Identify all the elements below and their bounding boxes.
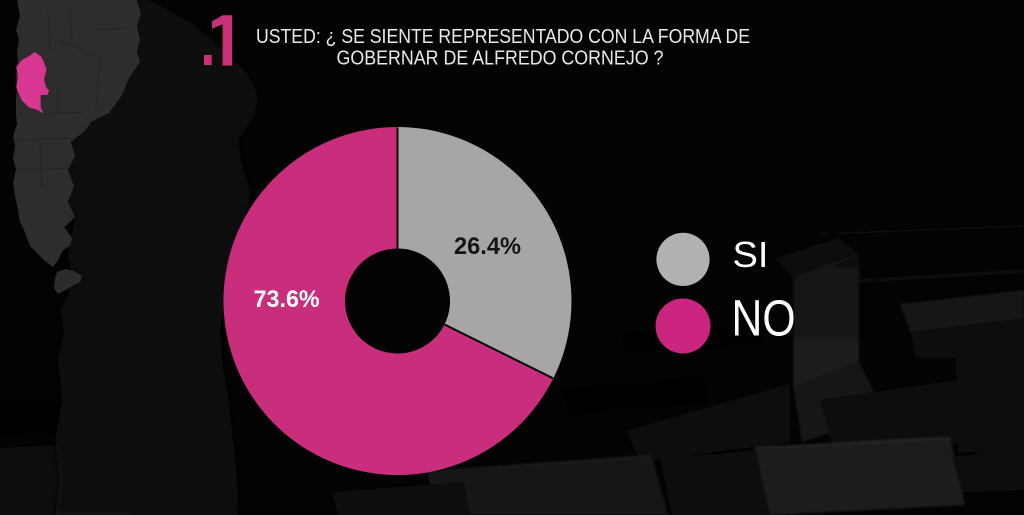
svg-text:73.6%: 73.6% <box>254 286 320 313</box>
svg-text:GOBERNAR DE ALFREDO CORNEJO ?: GOBERNAR DE ALFREDO CORNEJO ? <box>337 47 664 70</box>
svg-text:SI: SI <box>733 234 769 275</box>
svg-text:USTED: ¿ SE SIENTE REPRESENTAD: USTED: ¿ SE SIENTE REPRESENTADO CON LA F… <box>256 25 750 48</box>
svg-text:NO: NO <box>732 290 796 347</box>
svg-text:26.4%: 26.4% <box>454 233 521 260</box>
